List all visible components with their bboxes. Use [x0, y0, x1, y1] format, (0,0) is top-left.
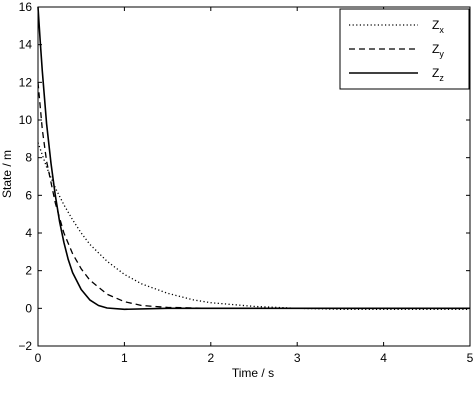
y-tick-label: 14	[19, 38, 33, 52]
x-tick-label: 4	[380, 351, 387, 365]
x-tick-label: 1	[121, 351, 128, 365]
legend: Zx Zy Zz	[339, 8, 470, 90]
series-line-zz	[37, 6, 470, 311]
y-tick-label: 8	[25, 151, 32, 165]
y-tick-label: −2	[18, 339, 32, 353]
y-tick-label: 6	[25, 188, 32, 202]
series-line-zx	[37, 142, 470, 310]
x-tick-label: 3	[294, 351, 301, 365]
legend-label-z: Zz	[432, 66, 444, 83]
x-tick-label: 0	[35, 351, 42, 365]
x-tick-label: 5	[467, 351, 474, 365]
y-tick-label: 12	[19, 75, 33, 89]
y-tick-label: 2	[25, 264, 32, 278]
legend-label-x: Zx	[432, 18, 444, 35]
y-axis-label: State / m	[0, 150, 14, 198]
plot-area	[37, 6, 471, 347]
x-tick-label: 2	[207, 351, 214, 365]
series-line-zy	[37, 82, 470, 309]
y-tick-label: 4	[25, 226, 32, 240]
y-tick-label: 16	[19, 0, 33, 14]
y-tick-label: 0	[25, 301, 32, 315]
legend-label-y: Zy	[432, 42, 444, 59]
x-axis-label: Time / s	[232, 366, 274, 380]
y-tick-label: 10	[19, 113, 33, 127]
